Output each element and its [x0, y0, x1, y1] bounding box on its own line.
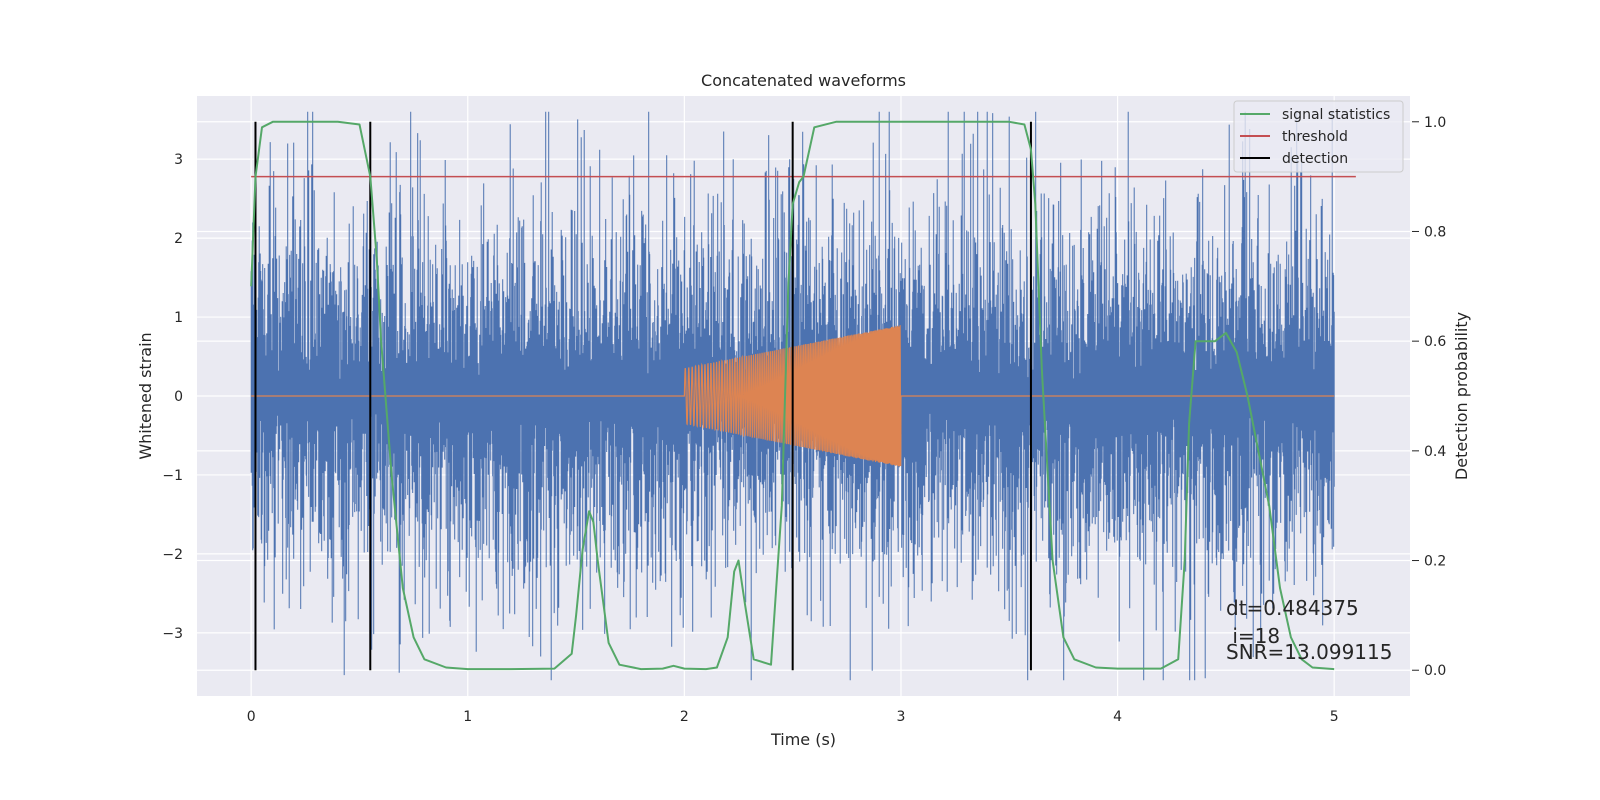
y-left-tick-label-5: 2 [174, 231, 183, 247]
y-axis-label-right: Detection probability [1452, 312, 1471, 480]
annotation-dt: dt=0.484375 [1226, 596, 1359, 620]
x-tick-label-0: 0 [247, 709, 256, 725]
x-tick-label-3: 3 [897, 709, 906, 725]
y-right-tick-label-3: 0.6 [1424, 334, 1446, 350]
x-tick-label-1: 1 [463, 709, 472, 725]
legend-box [1233, 100, 1404, 173]
x-tick-label-4: 4 [1113, 709, 1122, 725]
legend-label-signal-statistics: signal statistics [1282, 107, 1390, 123]
y-left-tick-label-2: −1 [162, 468, 183, 484]
y-right-tick-label-5: 1.0 [1424, 115, 1446, 131]
y-left-tick-label-0: −3 [162, 626, 183, 642]
y-left-tick-label-6: 3 [174, 152, 183, 168]
y-left-tick-label-3: 0 [174, 389, 183, 405]
x-tick-label-2: 2 [680, 709, 689, 725]
legend-label-threshold: threshold [1282, 129, 1348, 145]
y-left-tick-label-4: 1 [174, 310, 183, 326]
signal-statistics-line [250, 120, 1335, 671]
y-right-tick-label-1: 0.2 [1424, 554, 1446, 570]
overlay-series [250, 120, 1356, 671]
annotation-snr: SNR=13.099115 [1226, 640, 1392, 664]
y-axis-label-left: Whitened strain [136, 332, 155, 459]
chart-title: Concatenated waveforms [701, 71, 906, 90]
annotation-i: i=18 [1226, 624, 1280, 648]
y-right-tick-label-2: 0.4 [1424, 444, 1446, 460]
y-right-tick-label-0: 0.0 [1424, 663, 1446, 679]
ticks: 0 1 2 3 4 5 −3 −2 −1 0 1 2 3 0.0 0.2 0.4 0.6 0.8 1.0 [162, 115, 1446, 725]
y-right-tick-label-4: 0.8 [1424, 224, 1446, 240]
legend-label-detection: detection [1282, 151, 1348, 167]
x-tick-label-5: 5 [1330, 709, 1339, 725]
y-left-tick-label-1: −2 [162, 547, 183, 563]
legend: signal statistics threshold detection [1233, 100, 1404, 173]
x-axis-label: Time (s) [770, 730, 836, 749]
